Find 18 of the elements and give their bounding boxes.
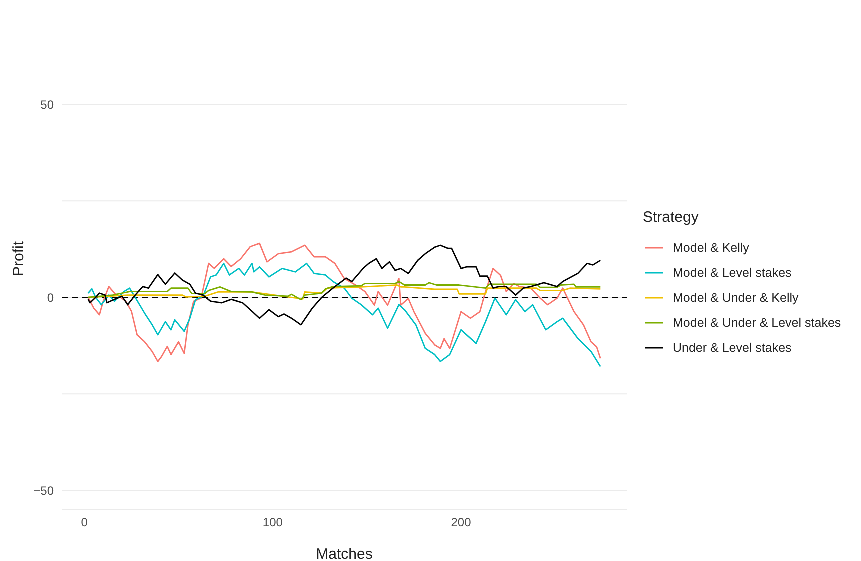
line-series: [88, 284, 602, 300]
y-tick-label: 50: [40, 98, 54, 112]
line-series: [88, 242, 602, 362]
legend-label: Model & Level stakes: [673, 266, 792, 280]
legend-title: Strategy: [643, 208, 700, 226]
y-tick-label: 0: [47, 290, 54, 305]
x-axis-title: Matches: [316, 546, 373, 561]
y-tick-label: −50: [34, 484, 54, 498]
legend-label: Model & Kelly: [673, 241, 750, 255]
legend-label: Under & Level stakes: [673, 341, 792, 355]
x-tick-label: 100: [262, 516, 284, 530]
line-series: [88, 281, 602, 301]
x-tick-label: 0: [81, 516, 88, 530]
y-axis-title: Profit: [10, 240, 28, 277]
legend-label: Model & Under & Kelly: [673, 291, 799, 305]
legend-label: Model & Under & Level stakes: [673, 316, 842, 330]
x-tick-label: 200: [451, 516, 472, 530]
line-series: [88, 262, 602, 368]
